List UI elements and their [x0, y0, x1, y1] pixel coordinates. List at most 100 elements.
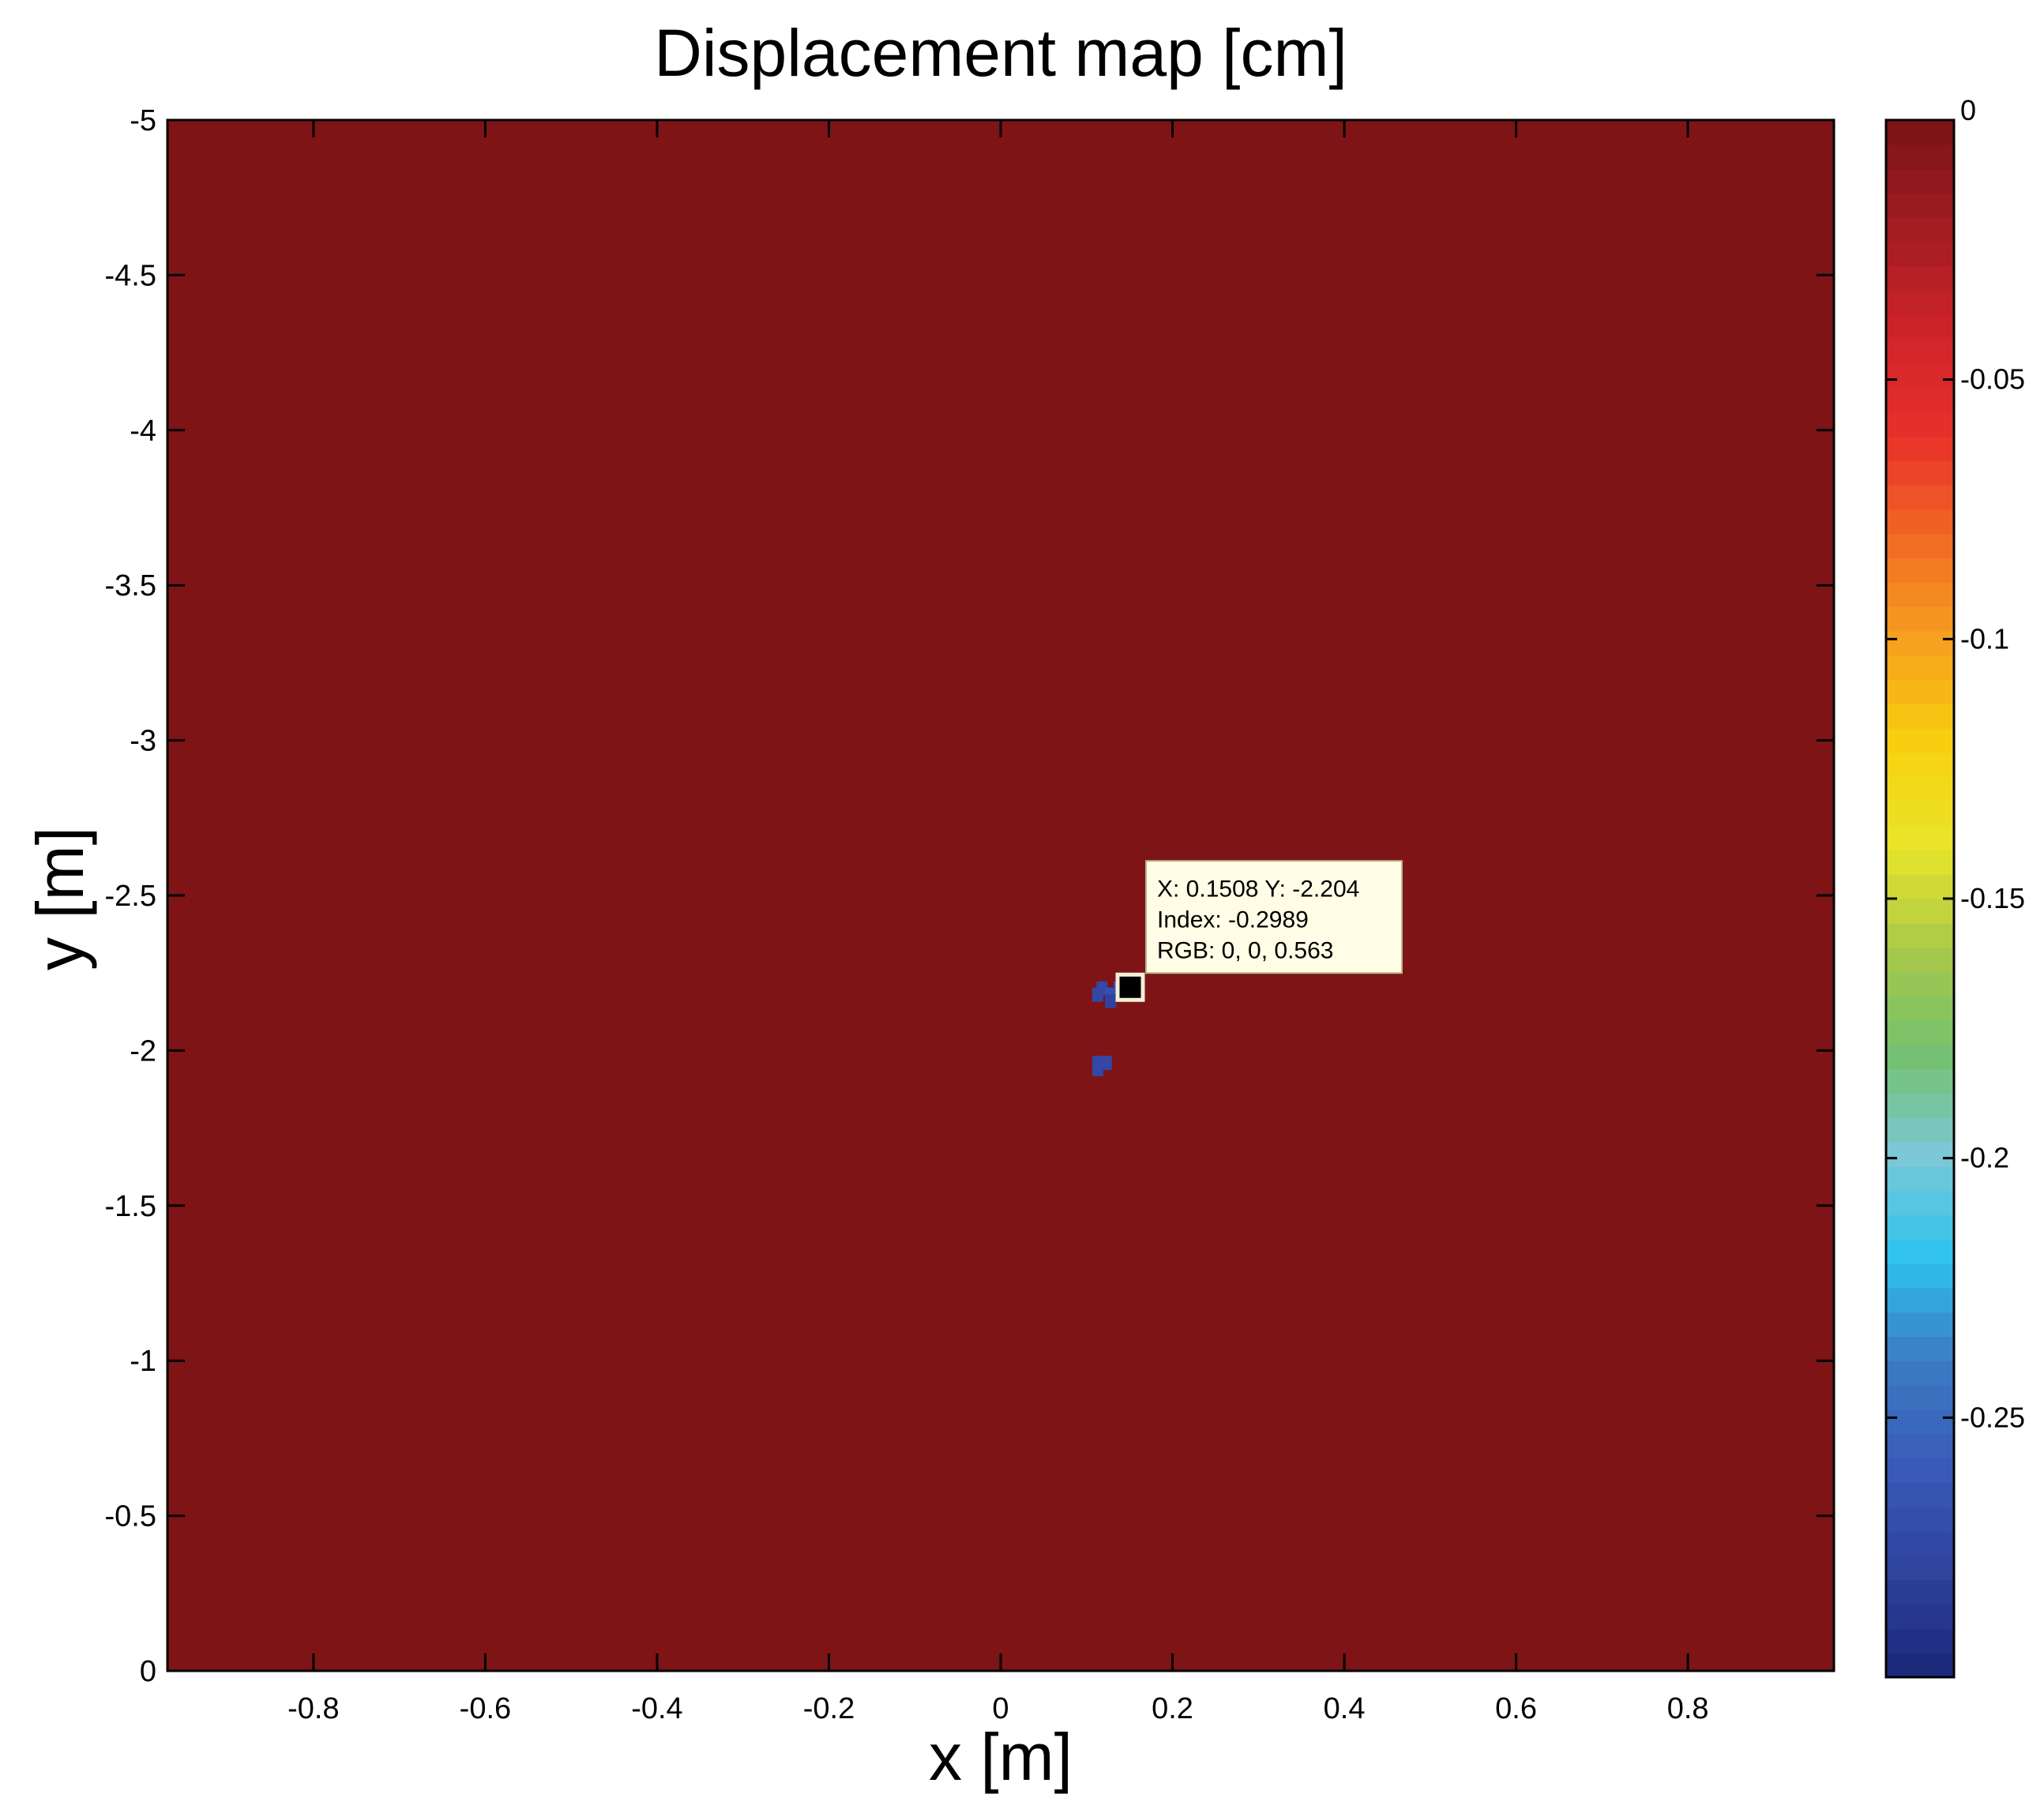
- colorbar-band: [1886, 1312, 1954, 1338]
- colorbar-band: [1886, 874, 1954, 899]
- colorbar-band: [1886, 776, 1954, 802]
- y-tick-label: -3: [130, 725, 156, 758]
- heatmap-cell: [1100, 1056, 1112, 1071]
- heatmap-cell: [1105, 993, 1117, 1008]
- colorbar-band: [1886, 314, 1954, 340]
- colorbar-tick-label: 0: [1960, 94, 1976, 126]
- colorbar-band: [1886, 363, 1954, 388]
- colorbar-band: [1886, 1385, 1954, 1410]
- x-tick-label: 0.4: [1324, 1692, 1366, 1725]
- colorbar-band: [1886, 168, 1954, 194]
- x-tick-label: 0: [992, 1692, 1009, 1725]
- x-tick-label: -0.4: [631, 1692, 682, 1725]
- datatip-line: X: 0.1508 Y: -2.204: [1157, 876, 1359, 902]
- colorbar-band: [1886, 1336, 1954, 1362]
- colorbar-band: [1886, 1166, 1954, 1192]
- colorbar-band: [1886, 1068, 1954, 1094]
- colorbar-band: [1886, 1093, 1954, 1118]
- y-tick-label: -2.5: [105, 880, 156, 913]
- x-tick-label: 0.2: [1152, 1692, 1193, 1725]
- colorbar-band: [1886, 217, 1954, 242]
- y-tick-label: -5: [130, 104, 156, 137]
- chart-title: Displacement map [cm]: [654, 16, 1347, 90]
- colorbar-band: [1886, 509, 1954, 535]
- colorbar-band: [1886, 1579, 1954, 1605]
- y-tick-label: -2: [130, 1034, 156, 1068]
- colorbar-tick-label: -0.15: [1960, 882, 2025, 914]
- colorbar-band: [1886, 1142, 1954, 1167]
- colorbar-band: [1886, 120, 1954, 145]
- colorbar-band: [1886, 606, 1954, 632]
- y-tick-label: -4.5: [105, 259, 156, 292]
- colorbar-band: [1886, 704, 1954, 729]
- colorbar-band: [1886, 290, 1954, 316]
- colorbar-band: [1886, 753, 1954, 778]
- heatmap-cell: [1092, 1061, 1103, 1076]
- y-axis-label: y [m]: [23, 827, 97, 970]
- colorbar-band: [1886, 1361, 1954, 1386]
- datatip-line: RGB: 0, 0, 0.563: [1157, 937, 1333, 963]
- colorbar-band: [1886, 265, 1954, 291]
- colorbar-band: [1886, 1020, 1954, 1045]
- datatip-box: [1145, 860, 1403, 974]
- heatmap-background: [167, 120, 1834, 1671]
- colorbar-band: [1886, 1433, 1954, 1459]
- colorbar-tick-label: -0.1: [1960, 622, 2009, 655]
- colorbar-band: [1886, 485, 1954, 510]
- colorbar-band: [1886, 387, 1954, 413]
- colorbar-band: [1886, 242, 1954, 267]
- colorbar-band: [1886, 1409, 1954, 1435]
- heatmap-cell: [1096, 981, 1108, 996]
- colorbar-band: [1886, 801, 1954, 827]
- y-tick-label: -4: [130, 415, 156, 448]
- colorbar-band: [1886, 922, 1954, 948]
- x-tick-label: 0.6: [1495, 1692, 1537, 1725]
- colorbar-tick-label: -0.25: [1960, 1401, 2025, 1433]
- x-tick-label: -0.6: [460, 1692, 511, 1725]
- colorbar-band: [1886, 1628, 1954, 1653]
- colorbar-band: [1886, 1653, 1954, 1678]
- y-tick-label: -1: [130, 1345, 156, 1378]
- x-tick-label: -0.2: [803, 1692, 855, 1725]
- colorbar-band: [1886, 1531, 1954, 1556]
- colorbar-tick-label: -0.05: [1960, 363, 2025, 396]
- colorbar-band: [1886, 1482, 1954, 1507]
- colorbar-band: [1886, 411, 1954, 437]
- colorbar-band: [1886, 947, 1954, 973]
- colorbar-band: [1886, 1117, 1954, 1143]
- y-tick-label: -3.5: [105, 569, 156, 602]
- y-tick-label: 0: [140, 1655, 156, 1688]
- colorbar-band: [1886, 144, 1954, 170]
- colorbar-band: [1886, 1507, 1954, 1532]
- y-tick-label: -1.5: [105, 1190, 156, 1223]
- colorbar-band: [1886, 339, 1954, 364]
- colorbar-band: [1886, 1288, 1954, 1313]
- colorbar-band: [1886, 679, 1954, 705]
- colorbar-band: [1886, 1263, 1954, 1289]
- x-tick-label: -0.8: [287, 1692, 339, 1725]
- colorbar-band: [1886, 460, 1954, 486]
- datatip-marker: [1115, 972, 1145, 1002]
- colorbar-band: [1886, 582, 1954, 607]
- datatip-line: Index: -0.2989: [1157, 906, 1309, 933]
- colorbar-band: [1886, 631, 1954, 656]
- colorbar-band: [1886, 1239, 1954, 1264]
- colorbar-band: [1886, 850, 1954, 875]
- colorbar-band: [1886, 1458, 1954, 1484]
- colorbar-band: [1886, 436, 1954, 461]
- colorbar-band: [1886, 557, 1954, 584]
- colorbar-tick-label: -0.2: [1960, 1142, 2009, 1174]
- colorbar-band: [1886, 1214, 1954, 1240]
- colorbar-band: [1886, 533, 1954, 559]
- colorbar-band: [1886, 1555, 1954, 1581]
- colorbar-band: [1886, 1044, 1954, 1070]
- colorbar-band: [1886, 996, 1954, 1021]
- colorbar-band: [1886, 193, 1954, 218]
- colorbar-band: [1886, 728, 1954, 753]
- colorbar-band: [1886, 1190, 1954, 1216]
- colorbar-band: [1886, 825, 1954, 850]
- y-tick-label: -0.5: [105, 1500, 156, 1533]
- colorbar-band: [1886, 655, 1954, 681]
